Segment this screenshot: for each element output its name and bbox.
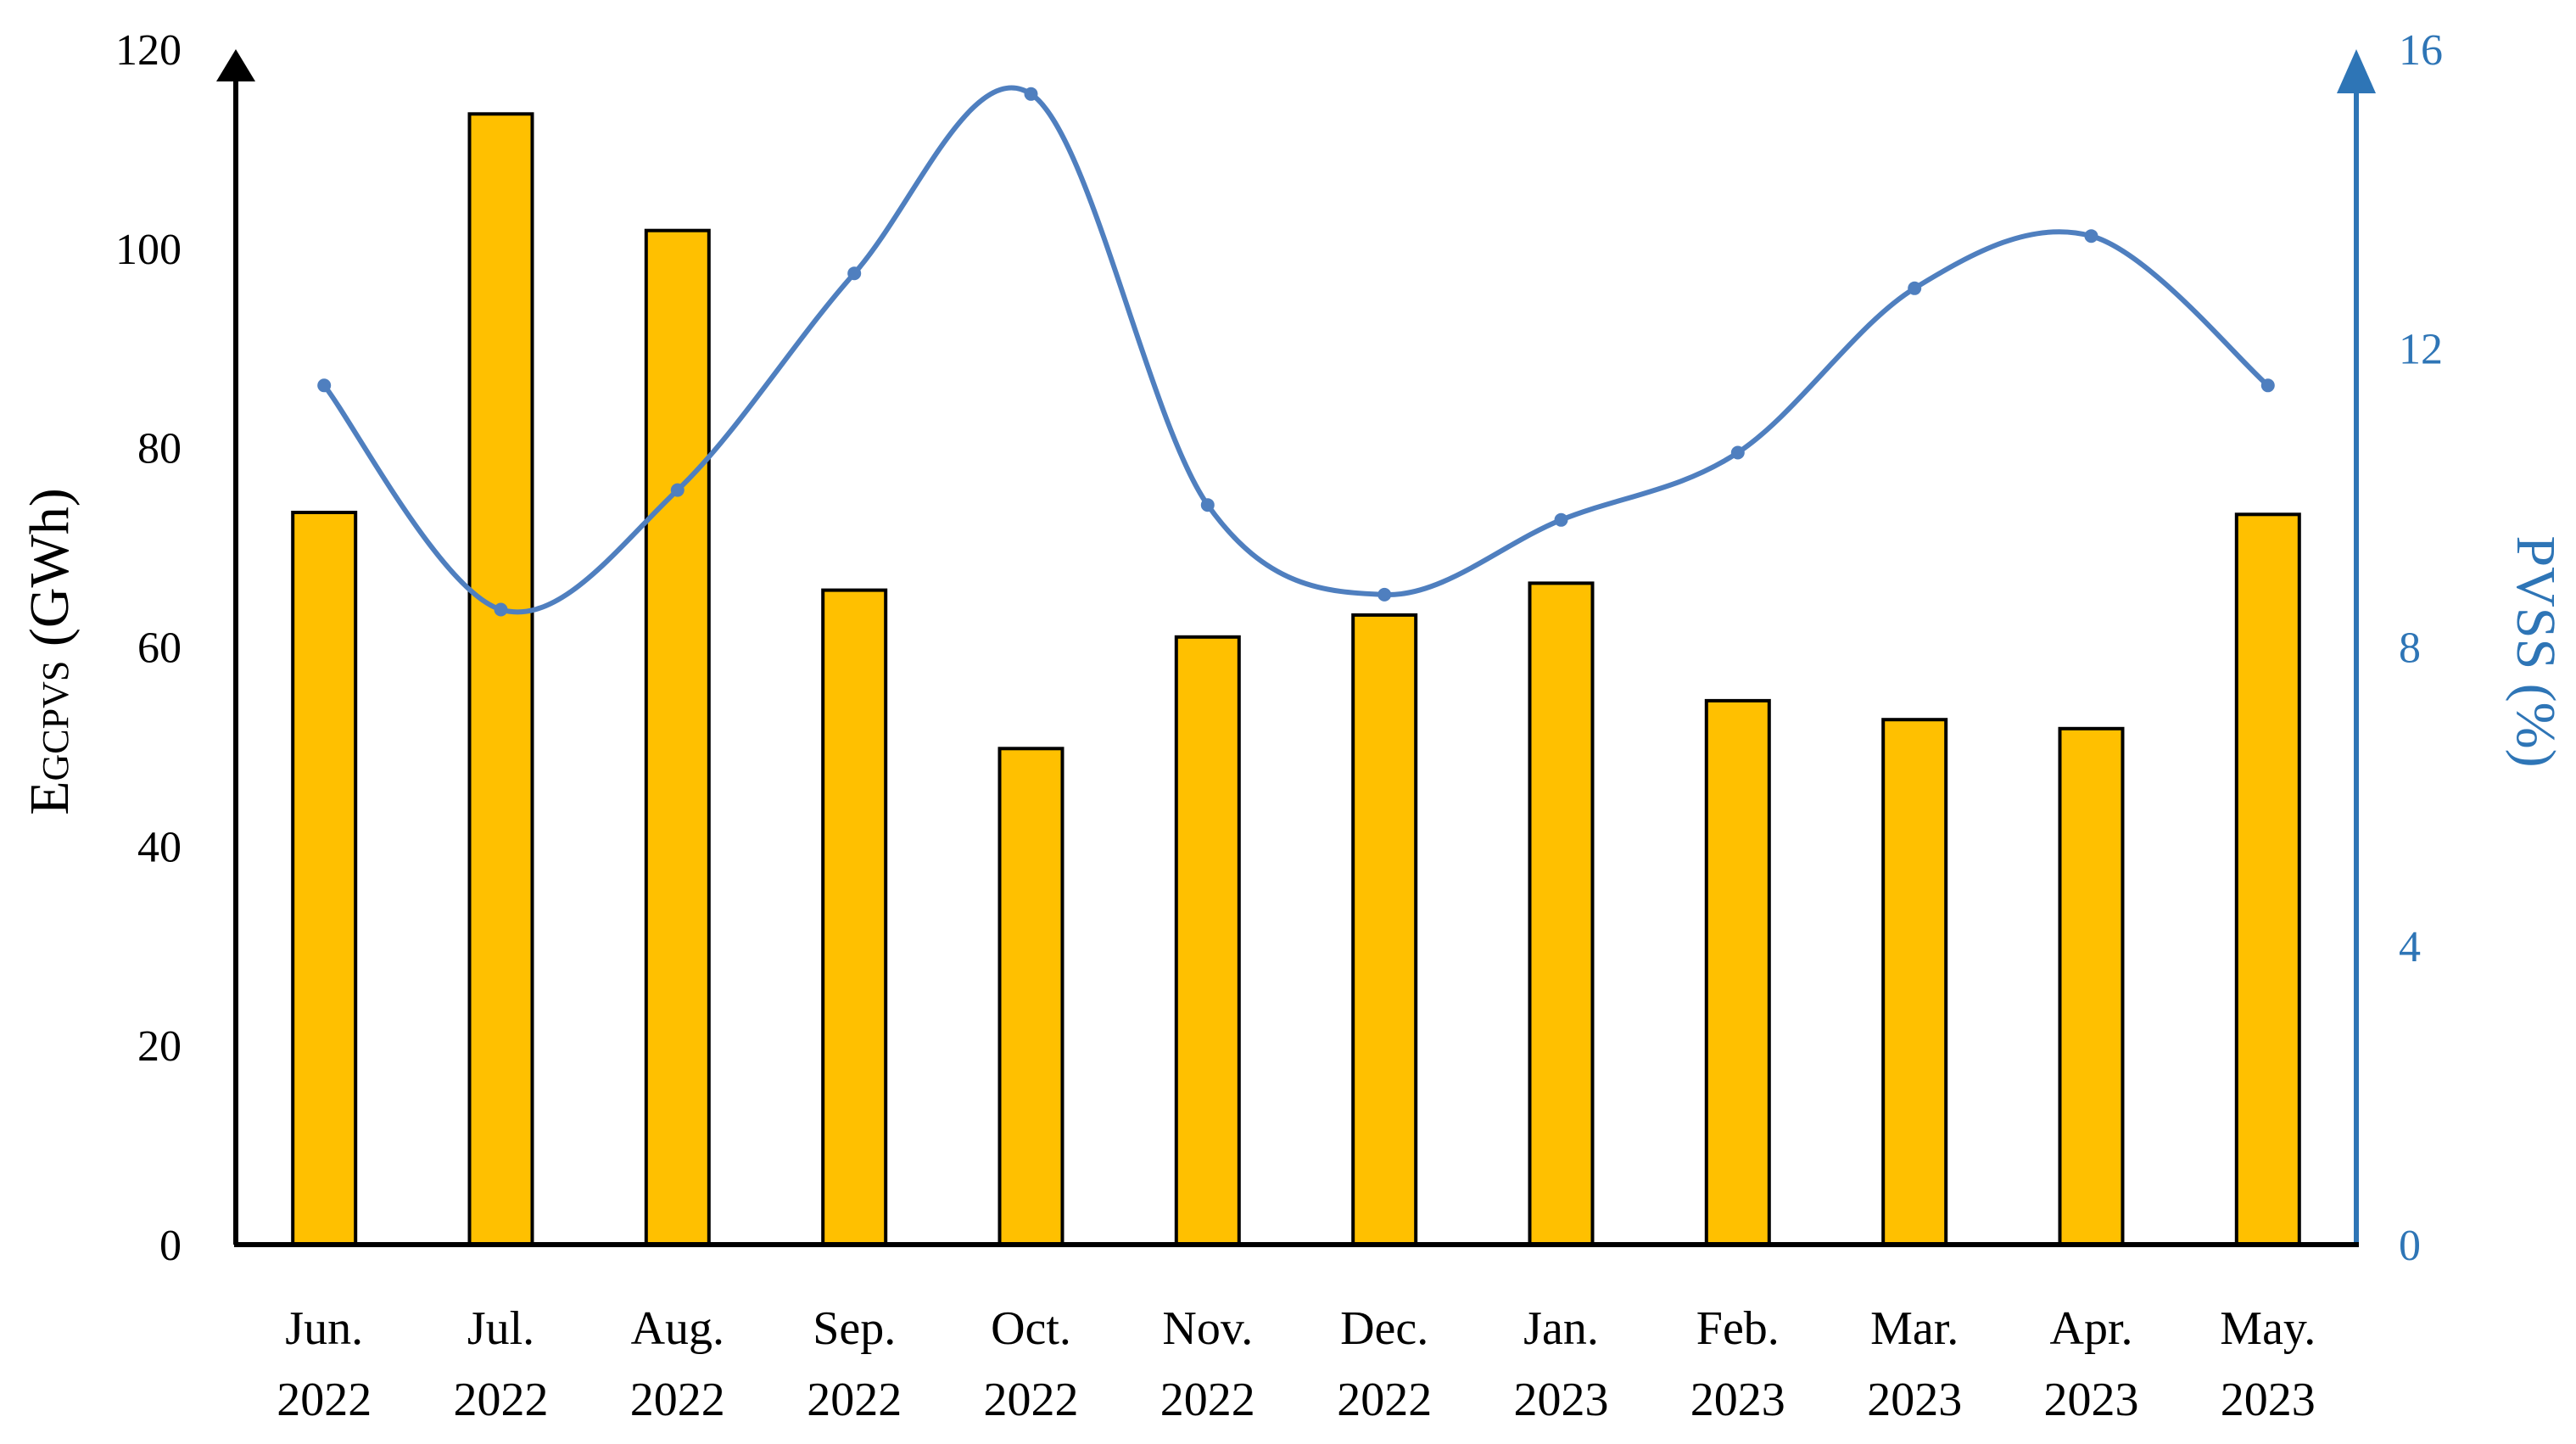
pvss-point-10 bbox=[1908, 281, 1922, 295]
y-left-tick-20: 20 bbox=[137, 1022, 182, 1071]
pvss-point-8 bbox=[1554, 512, 1568, 527]
bar-12 bbox=[2234, 512, 2301, 1246]
y-axis-right-label: PVSS (%) bbox=[2505, 535, 2567, 767]
y-right-tick-0: 0 bbox=[2399, 1222, 2421, 1270]
x-tick-label-6: Nov. 2022 bbox=[1160, 1302, 1255, 1426]
right-axis-arrow bbox=[2337, 49, 2376, 93]
pvss-point-9 bbox=[1730, 445, 1745, 460]
x-tick-label-2: Jul. 2022 bbox=[454, 1302, 549, 1426]
bar-3 bbox=[644, 228, 711, 1247]
bars-layer bbox=[291, 112, 2301, 1247]
x-tick-label-10: Mar. 2023 bbox=[1867, 1302, 1962, 1426]
x-tick-label-5: Oct. 2022 bbox=[984, 1302, 1079, 1426]
bar-1 bbox=[291, 511, 358, 1246]
bar-5 bbox=[997, 747, 1064, 1246]
x-tick-label-4: Sep. 2022 bbox=[807, 1302, 902, 1426]
y-left-tick-120: 120 bbox=[115, 26, 182, 75]
y-right-tick-8: 8 bbox=[2399, 624, 2421, 673]
pvss-point-11 bbox=[2084, 229, 2098, 243]
y-left-tick-60: 60 bbox=[137, 624, 182, 673]
pvss-point-7 bbox=[1377, 587, 1392, 602]
line-layer bbox=[317, 85, 2275, 617]
category-labels: Jun. 2022 Jul. 2022 Aug. 2022 Sep. 2022 Oct. 2022… bbox=[277, 1302, 2316, 1426]
axes-layer bbox=[216, 49, 2376, 1247]
pvss-point-12 bbox=[2260, 378, 2275, 393]
pvss-point-5 bbox=[1024, 87, 1038, 101]
x-tick-label-7: Dec. 2022 bbox=[1337, 1302, 1432, 1426]
bar-11 bbox=[2058, 726, 2125, 1246]
pvss-point-2 bbox=[494, 602, 508, 617]
y-left-tick-100: 100 bbox=[115, 226, 182, 274]
bar-9 bbox=[1704, 698, 1771, 1246]
pvss-line bbox=[321, 85, 2270, 615]
bar-6 bbox=[1174, 635, 1241, 1246]
y-right-tick-12: 12 bbox=[2399, 325, 2443, 373]
y-left-tick-80: 80 bbox=[137, 425, 182, 473]
x-tick-label-3: Aug. 2022 bbox=[630, 1302, 725, 1426]
pvss-point-6 bbox=[1200, 498, 1215, 512]
bar-10 bbox=[1881, 718, 1948, 1246]
x-tick-label-1: Jun. 2022 bbox=[277, 1302, 372, 1426]
pvss-point-1 bbox=[317, 378, 332, 393]
x-tick-label-9: Feb. 2023 bbox=[1690, 1302, 1785, 1426]
bar-8 bbox=[1528, 581, 1595, 1246]
bar-7 bbox=[1351, 613, 1418, 1246]
left-axis-arrow bbox=[216, 49, 255, 81]
y-left-tick-0: 0 bbox=[159, 1222, 182, 1270]
bar-2 bbox=[467, 112, 534, 1246]
x-tick-label-12: May. 2023 bbox=[2220, 1302, 2316, 1426]
x-tick-label-11: Apr. 2023 bbox=[2044, 1302, 2139, 1426]
y-right-tick-4: 4 bbox=[2399, 923, 2421, 971]
y-right-tick-16: 16 bbox=[2399, 26, 2443, 75]
pvss-point-4 bbox=[847, 266, 862, 281]
y-axis-left-label: EGCPVS (GWh) bbox=[19, 488, 81, 815]
x-tick-label-8: Jan. 2023 bbox=[1514, 1302, 1609, 1426]
bar-4 bbox=[821, 588, 888, 1246]
pvss-point-3 bbox=[670, 483, 685, 497]
y-left-tick-40: 40 bbox=[137, 823, 182, 871]
ticks-layer: 0 20 40 60 80 100 120 0 4 8 12 16 bbox=[115, 26, 2443, 1270]
